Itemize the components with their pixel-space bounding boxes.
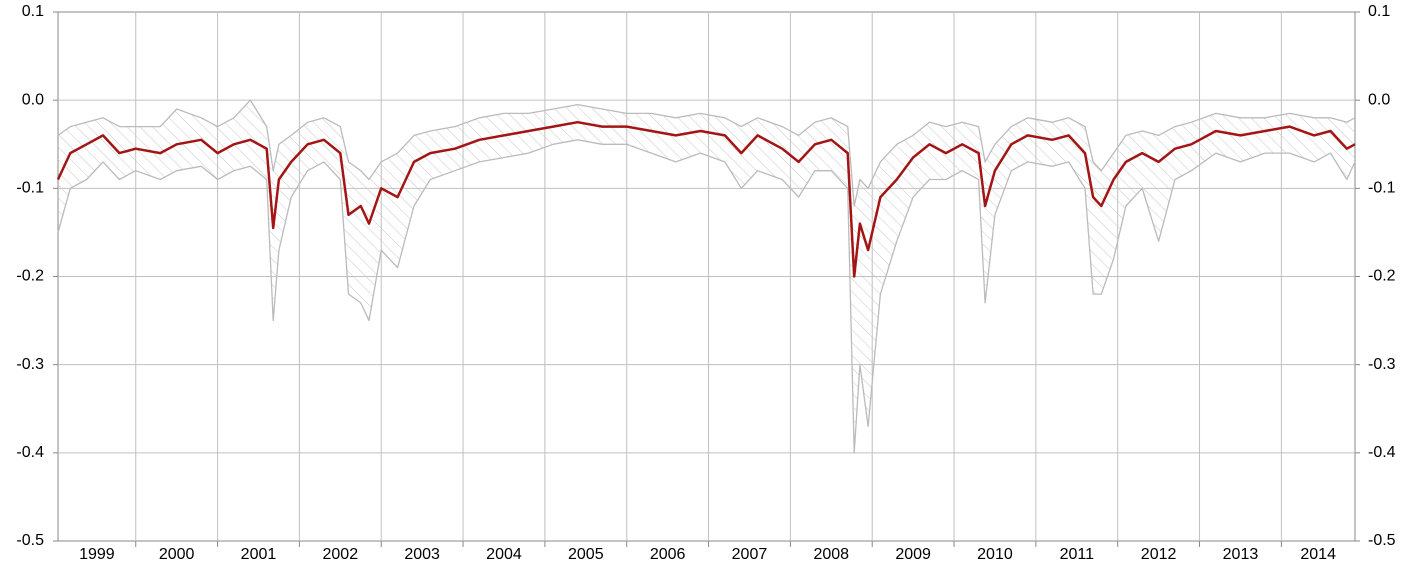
y-tick-label: 0.1 bbox=[22, 3, 44, 20]
x-tick-label: 2002 bbox=[323, 546, 359, 563]
x-tick-label: 2006 bbox=[650, 546, 686, 563]
y2-tick-label: -0.5 bbox=[1368, 532, 1396, 549]
x-tick-label: 2011 bbox=[1060, 546, 1095, 563]
y2-tick-label: -0.1 bbox=[1368, 180, 1396, 197]
x-tick-label: 2013 bbox=[1223, 546, 1259, 563]
band-line bbox=[57, 139, 1356, 454]
y-tick-label: -0.5 bbox=[16, 532, 44, 549]
x-tick-label: 2012 bbox=[1141, 546, 1177, 563]
y-tick-label: -0.2 bbox=[16, 268, 44, 285]
band-line bbox=[57, 99, 1356, 207]
y-tick-label: 0.0 bbox=[22, 91, 44, 108]
y2-tick-label: -0.3 bbox=[1368, 356, 1396, 373]
x-tick-label: 2008 bbox=[813, 546, 849, 563]
main-line bbox=[56, 120, 1356, 278]
x-tick-label: 2005 bbox=[568, 546, 604, 563]
x-tick-label: 2000 bbox=[159, 546, 195, 563]
y2-tick-label: 0.1 bbox=[1368, 3, 1390, 20]
x-tick-label: 2004 bbox=[486, 546, 522, 563]
x-tick-label: 2003 bbox=[404, 546, 440, 563]
x-tick-label: 2014 bbox=[1300, 546, 1336, 563]
x-tick-label: 2001 bbox=[241, 546, 277, 563]
x-tick-label: 1999 bbox=[79, 546, 115, 563]
x-tick-label: 2009 bbox=[895, 546, 931, 563]
x-tick-label: 2010 bbox=[977, 546, 1013, 563]
y-tick-label: -0.4 bbox=[16, 444, 44, 461]
y-tick-label: -0.1 bbox=[16, 180, 44, 197]
y2-tick-label: -0.4 bbox=[1368, 444, 1396, 461]
x-tick-label: 2007 bbox=[732, 546, 768, 563]
y-tick-label: -0.3 bbox=[16, 356, 44, 373]
y2-tick-label: -0.2 bbox=[1368, 268, 1396, 285]
y2-tick-label: 0.0 bbox=[1368, 91, 1390, 108]
